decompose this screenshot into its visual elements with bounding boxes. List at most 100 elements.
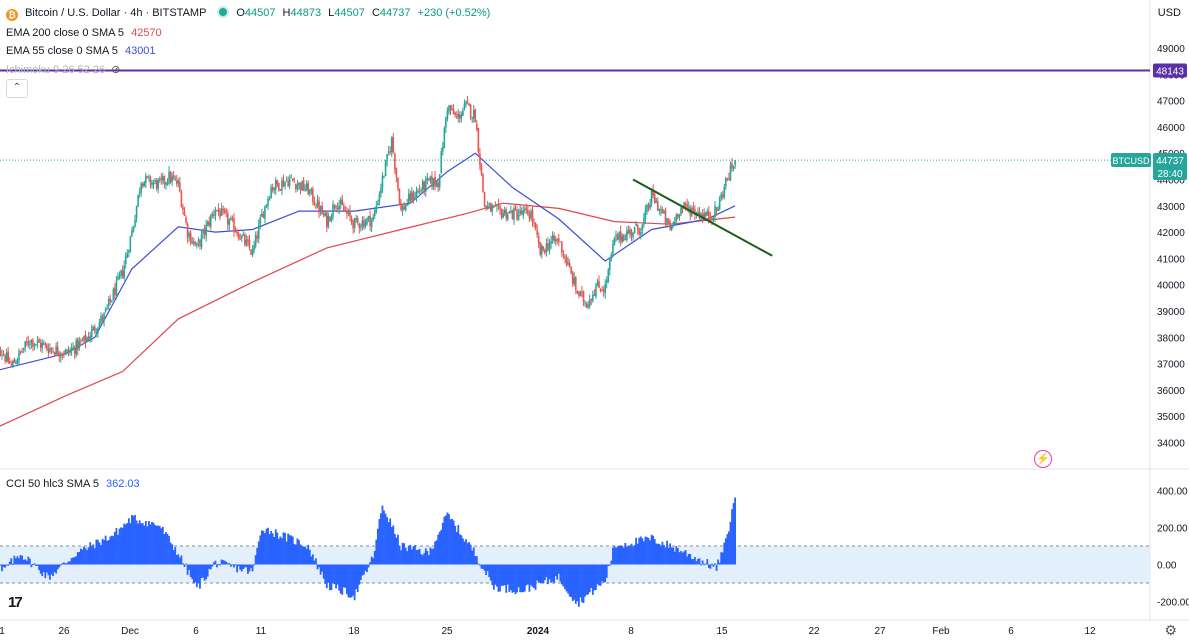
cci-legend[interactable]: CCI 50 hlc3 SMA 5 362.03 — [6, 478, 140, 490]
cci-bar — [610, 560, 613, 565]
candle-body — [46, 344, 48, 350]
open-label: O — [236, 7, 245, 19]
cci-bar — [359, 564, 362, 581]
candle-body — [394, 153, 396, 169]
candle-body — [75, 340, 78, 356]
cci-bar — [233, 564, 235, 568]
cci-bar — [469, 544, 472, 565]
cci-bar — [230, 564, 232, 567]
hline-badge: 48143 — [1153, 63, 1187, 78]
symbol-legend[interactable]: ₿ Bitcoin / U.S. Dollar · 4h · BITSTAMP … — [6, 7, 490, 21]
tradingview-logo[interactable]: 17 — [8, 594, 23, 611]
cci-bar — [573, 564, 576, 600]
candle-body — [674, 221, 676, 223]
cci-bar — [160, 528, 163, 565]
candle-body — [231, 218, 234, 220]
cci-bar — [517, 564, 520, 588]
cci-bar — [398, 545, 401, 565]
cci-bar — [264, 533, 266, 565]
cci-bar — [200, 564, 203, 579]
price-tick: 44000 — [1157, 176, 1185, 187]
cci-bar — [431, 548, 433, 565]
candle-body — [38, 339, 40, 343]
candle-body — [360, 226, 362, 228]
ema55-legend[interactable]: EMA 55 close 0 SMA 5 43001 — [6, 45, 156, 57]
cci-bar — [112, 536, 115, 565]
candle-body — [661, 208, 664, 214]
cci-value: 362.03 — [106, 478, 140, 490]
high-label: H — [282, 7, 291, 19]
cci-bar — [364, 564, 367, 571]
candle-body — [78, 341, 81, 349]
cci-bar — [482, 564, 484, 569]
cci-bar — [499, 564, 501, 592]
cci-bar — [440, 529, 443, 565]
cci-bar — [27, 556, 30, 565]
cci-bar — [734, 497, 737, 565]
candle-body — [658, 209, 661, 211]
cci-bar — [595, 564, 597, 590]
candle-body — [468, 103, 470, 106]
candle-body — [381, 175, 384, 189]
candle-body — [126, 253, 129, 258]
candle-body — [253, 244, 255, 251]
candle-body — [395, 167, 398, 178]
candle-body — [47, 348, 50, 353]
cci-bar — [633, 544, 636, 565]
cci-bar — [338, 564, 341, 591]
candle-body — [697, 212, 699, 214]
cci-bar — [282, 532, 285, 565]
candle-body — [152, 182, 155, 185]
candle-body — [273, 188, 276, 191]
cci-bar — [401, 542, 404, 565]
cci-bar — [468, 542, 470, 565]
cci-bar — [189, 564, 192, 578]
candle-body — [304, 189, 306, 191]
candle-body — [132, 226, 135, 232]
candle-body — [536, 230, 538, 235]
candle-body — [137, 194, 139, 207]
cci-bar — [291, 536, 294, 565]
candle-body — [112, 289, 115, 301]
cci-bar — [35, 564, 37, 566]
eye-hidden-icon[interactable]: ⊘ — [111, 64, 121, 76]
cci-bar — [64, 563, 67, 565]
candle-body — [86, 337, 88, 342]
cci-bar — [350, 564, 353, 598]
cci-bar — [69, 561, 71, 565]
cci-bar — [435, 540, 438, 565]
candle-body — [165, 182, 167, 185]
ema200-legend[interactable]: EMA 200 close 0 SMA 5 42570 — [6, 27, 162, 39]
cci-bar — [540, 564, 543, 583]
candle-body — [431, 176, 433, 187]
cci-bar — [52, 564, 54, 577]
cci-bar — [95, 539, 98, 565]
currency-label[interactable]: USD — [1157, 7, 1181, 19]
collapse-legend-button[interactable]: ⌃ — [6, 79, 28, 98]
ichimoku-legend[interactable]: Ichimoku 9 26 52 26 ⊘ — [6, 63, 120, 76]
candle-body — [602, 289, 605, 292]
candle-body — [194, 242, 197, 245]
lightning-icon[interactable]: ⚡ — [1034, 450, 1052, 468]
candle-body — [35, 343, 37, 345]
candle-body — [723, 186, 726, 198]
time-tick: 27 — [874, 626, 886, 637]
cci-bar — [206, 564, 209, 577]
cci-bar — [658, 543, 661, 565]
candle-body — [264, 206, 266, 219]
candle-body — [261, 213, 263, 217]
candle-body — [616, 234, 619, 241]
candle-body — [270, 187, 272, 198]
cci-bar — [101, 538, 104, 565]
cci-bar — [134, 515, 136, 565]
settings-gear-icon[interactable]: ⚙ — [1164, 622, 1177, 638]
time-tick: 15 — [716, 626, 728, 637]
trendline-group[interactable] — [632, 178, 773, 257]
candle-body — [664, 210, 667, 224]
cci-bar — [165, 532, 167, 565]
time-tick: 12 — [1084, 626, 1096, 637]
cci-bar — [683, 551, 685, 565]
low-value: 44507 — [334, 7, 365, 19]
cci-bar — [497, 564, 500, 592]
